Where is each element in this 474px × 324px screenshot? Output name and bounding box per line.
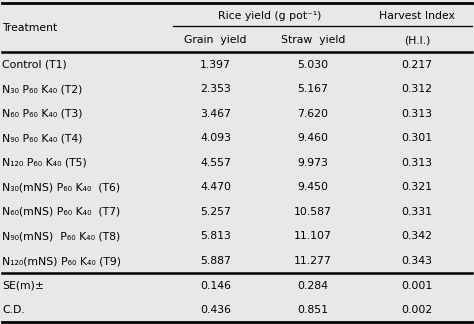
Text: 0.146: 0.146 bbox=[200, 281, 231, 291]
Text: N₁₂₀(mNS) P₆₀ K₄₀ (T9): N₁₂₀(mNS) P₆₀ K₄₀ (T9) bbox=[2, 256, 121, 266]
Text: 0.343: 0.343 bbox=[401, 256, 433, 266]
Text: 0.002: 0.002 bbox=[401, 305, 433, 315]
Text: 5.813: 5.813 bbox=[200, 231, 231, 241]
Text: 10.587: 10.587 bbox=[294, 207, 332, 217]
Text: 11.107: 11.107 bbox=[294, 231, 332, 241]
Text: 0.301: 0.301 bbox=[401, 133, 433, 143]
Text: 0.436: 0.436 bbox=[200, 305, 231, 315]
Text: 4.093: 4.093 bbox=[200, 133, 231, 143]
Text: 9.973: 9.973 bbox=[297, 158, 328, 168]
Text: N₁₂₀ P₆₀ K₄₀ (T5): N₁₂₀ P₆₀ K₄₀ (T5) bbox=[2, 158, 87, 168]
Text: 7.620: 7.620 bbox=[297, 109, 328, 119]
Text: N₉₀(mNS)  P₆₀ K₄₀ (T8): N₉₀(mNS) P₆₀ K₄₀ (T8) bbox=[2, 231, 120, 241]
Text: 2.353: 2.353 bbox=[200, 84, 231, 94]
Text: 0.321: 0.321 bbox=[401, 182, 433, 192]
Text: 11.277: 11.277 bbox=[294, 256, 332, 266]
Text: 5.257: 5.257 bbox=[200, 207, 231, 217]
Text: 4.470: 4.470 bbox=[200, 182, 231, 192]
Text: Harvest Index: Harvest Index bbox=[379, 10, 455, 20]
Text: Rice yield (g pot⁻¹): Rice yield (g pot⁻¹) bbox=[219, 10, 322, 20]
Text: 0.331: 0.331 bbox=[401, 207, 433, 217]
Text: 0.284: 0.284 bbox=[297, 281, 328, 291]
Text: 3.467: 3.467 bbox=[200, 109, 231, 119]
Text: 5.167: 5.167 bbox=[297, 84, 328, 94]
Text: 9.460: 9.460 bbox=[297, 133, 328, 143]
Text: N₆₀ P₆₀ K₄₀ (T3): N₆₀ P₆₀ K₄₀ (T3) bbox=[2, 109, 83, 119]
Text: N₉₀ P₆₀ K₄₀ (T4): N₉₀ P₆₀ K₄₀ (T4) bbox=[2, 133, 83, 143]
Text: SE(m)±: SE(m)± bbox=[2, 281, 45, 291]
Text: N₃₀ P₆₀ K₄₀ (T2): N₃₀ P₆₀ K₄₀ (T2) bbox=[2, 84, 83, 94]
Text: 0.001: 0.001 bbox=[401, 281, 433, 291]
Text: 0.217: 0.217 bbox=[401, 60, 433, 70]
Text: 0.313: 0.313 bbox=[401, 109, 433, 119]
Text: 0.312: 0.312 bbox=[401, 84, 433, 94]
Text: Treatment: Treatment bbox=[2, 23, 58, 33]
Text: C.D.: C.D. bbox=[2, 305, 25, 315]
Text: 1.397: 1.397 bbox=[200, 60, 231, 70]
Text: 5.887: 5.887 bbox=[200, 256, 231, 266]
Text: 0.851: 0.851 bbox=[297, 305, 328, 315]
Text: Control (T1): Control (T1) bbox=[2, 60, 67, 70]
Text: 0.313: 0.313 bbox=[401, 158, 433, 168]
Text: N₃₀(mNS) P₆₀ K₄₀  (T6): N₃₀(mNS) P₆₀ K₄₀ (T6) bbox=[2, 182, 120, 192]
Text: Straw  yield: Straw yield bbox=[281, 35, 345, 45]
Text: 5.030: 5.030 bbox=[297, 60, 328, 70]
Text: Grain  yield: Grain yield bbox=[184, 35, 247, 45]
Text: N₆₀(mNS) P₆₀ K₄₀  (T7): N₆₀(mNS) P₆₀ K₄₀ (T7) bbox=[2, 207, 120, 217]
Text: 9.450: 9.450 bbox=[297, 182, 328, 192]
Text: 0.342: 0.342 bbox=[401, 231, 433, 241]
Text: 4.557: 4.557 bbox=[200, 158, 231, 168]
Text: (H.I.): (H.I.) bbox=[404, 35, 430, 45]
